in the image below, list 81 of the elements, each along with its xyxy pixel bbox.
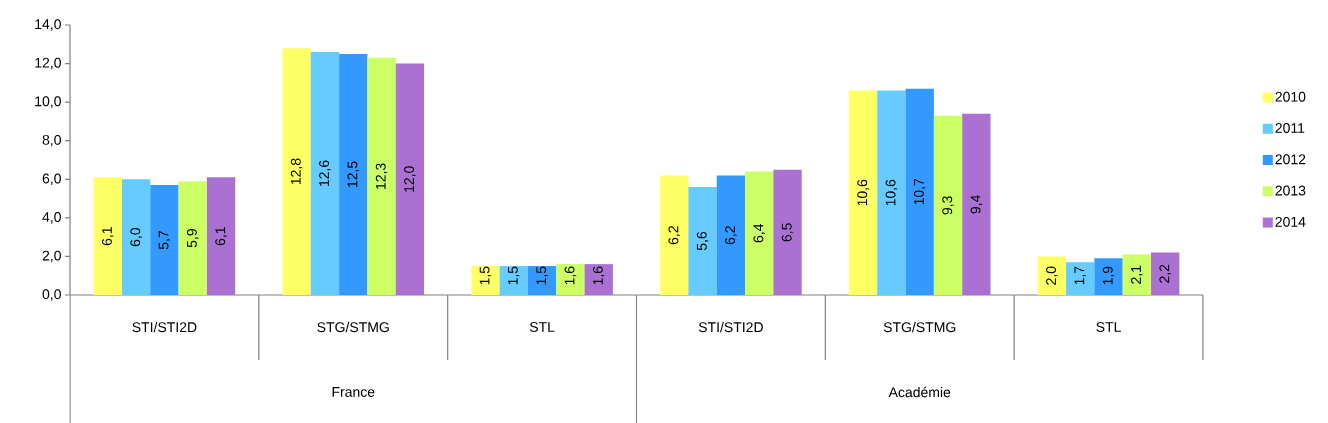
data-label: 1,5 — [508, 266, 520, 285]
bar — [499, 266, 528, 295]
data-label: 2,0 — [1046, 266, 1058, 285]
y-tick-label: 12,0 — [35, 57, 61, 70]
bar — [905, 88, 934, 295]
bar — [877, 90, 906, 295]
data-label: 1,5 — [479, 266, 492, 285]
text: Académie — [888, 386, 951, 398]
data-label: 9,3 — [942, 196, 954, 215]
bar — [282, 48, 311, 295]
bar — [1094, 258, 1123, 295]
bar — [471, 266, 500, 295]
bar — [1037, 256, 1067, 295]
data-label: 6,4 — [753, 223, 765, 243]
data-label: 2,1 — [1131, 265, 1143, 284]
data-label: 6,0 — [130, 227, 142, 247]
bar — [962, 113, 991, 295]
y-tick-label: 2,0 — [42, 250, 61, 263]
legend-label: 2011 — [1275, 123, 1305, 133]
bar — [93, 177, 122, 295]
bar — [933, 115, 963, 295]
data-label: 6,2 — [725, 226, 737, 245]
bar — [716, 175, 746, 295]
legend-label: 2010 — [1275, 91, 1306, 102]
data-label: 12,3 — [375, 163, 388, 189]
bar — [1066, 262, 1095, 295]
bar — [395, 63, 425, 295]
data-label: 6,1 — [215, 227, 227, 246]
data-label: 10,7 — [913, 178, 926, 205]
x-tick-label: STL — [1096, 322, 1121, 332]
data-label: 1,6 — [564, 266, 577, 285]
y-tick-label: 0,0 — [42, 289, 61, 301]
bar — [584, 264, 613, 295]
bar — [688, 186, 717, 295]
x-tick-label: STG/STMG — [317, 321, 389, 333]
bar — [339, 53, 368, 295]
bar — [367, 57, 396, 295]
x-tick-label: STI/STI2D — [698, 321, 763, 333]
text: France — [332, 387, 375, 397]
data-label: 10,6 — [857, 179, 869, 206]
y-tick-label: 4,0 — [42, 212, 61, 224]
data-label: 1,9 — [1102, 266, 1115, 285]
data-label: 12,5 — [347, 161, 360, 188]
data-label: 12,0 — [404, 166, 416, 192]
data-label: 5,6 — [696, 231, 709, 251]
data-label: 6,2 — [668, 226, 681, 245]
x-tick-label: STG/STMG — [883, 321, 956, 333]
bar — [660, 175, 689, 295]
x-tick-label: STI/STI2D — [132, 321, 197, 333]
data-label: 5,9 — [186, 229, 199, 248]
bar — [773, 169, 802, 295]
data-label: 10,6 — [885, 179, 898, 206]
bar — [121, 179, 151, 295]
bar — [178, 181, 207, 295]
data-label: 6,1 — [101, 227, 114, 246]
data-label: 1,5 — [536, 266, 548, 285]
data-label: 6,5 — [781, 223, 794, 242]
bar — [527, 266, 557, 295]
bar — [310, 52, 340, 295]
bar — [745, 171, 774, 295]
bar — [1122, 254, 1152, 295]
bar — [150, 185, 179, 295]
x-tick-label: STL — [529, 322, 555, 332]
y-tick-label: 14,0 — [35, 19, 61, 31]
data-label: 12,6 — [319, 160, 331, 187]
legend-label: 2014 — [1275, 216, 1306, 227]
y-tick-label: 6,0 — [42, 173, 61, 186]
data-label: 9,4 — [970, 195, 983, 214]
data-label: 5,7 — [158, 230, 171, 250]
bar — [1151, 252, 1180, 295]
y-tick-label: 10,0 — [35, 96, 61, 108]
legend-label: 2013 — [1275, 185, 1306, 196]
data-label: 1,7 — [1074, 266, 1086, 285]
bar — [206, 177, 236, 295]
bar — [848, 90, 878, 295]
y-tick-label: 8,0 — [42, 134, 61, 147]
data-label: 2,2 — [1159, 264, 1171, 283]
data-label: 1,6 — [592, 266, 605, 285]
data-label: 12,8 — [290, 158, 303, 185]
bar — [556, 264, 585, 295]
legend-label: 2012 — [1275, 154, 1306, 165]
